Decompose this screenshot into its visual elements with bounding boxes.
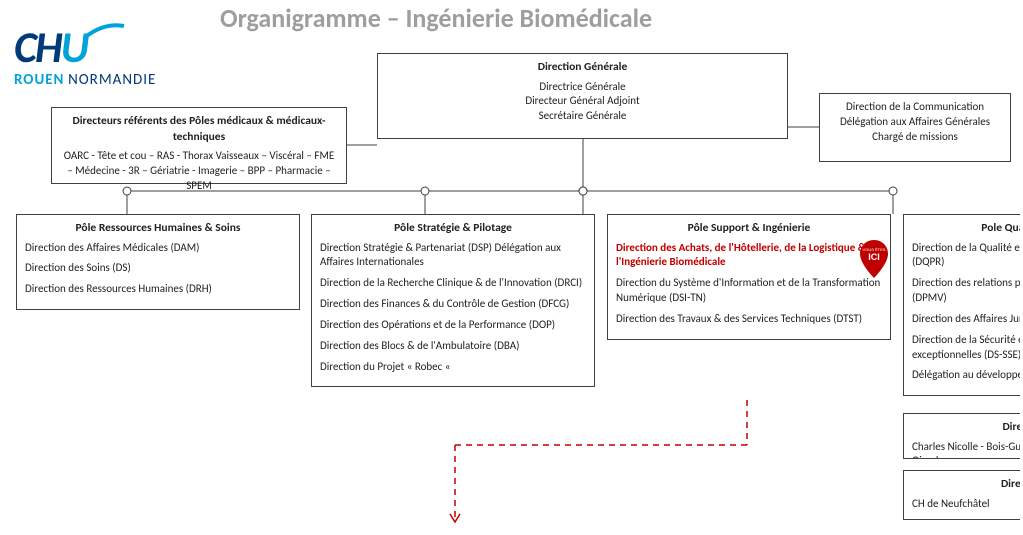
box-dg: Direction Générale Directrice GénéraleDir… xyxy=(377,53,788,139)
box-item: Direction du Système d'Information et de… xyxy=(616,276,882,306)
box-item: Direction des relations patientèle / méd… xyxy=(912,276,1020,306)
box-sites: Directions de sites Charles Nicolle - Boi… xyxy=(903,413,1020,459)
box-line: Direction de la Communication xyxy=(828,100,1002,115)
box-header: Direction Générale xyxy=(386,60,779,76)
you-are-here-pin: VOUS ÊTESICI xyxy=(860,240,888,283)
box-item: Direction de la Qualité et de la Prévent… xyxy=(912,241,1020,271)
box-item: Direction des Opérations et de la Perfor… xyxy=(320,318,586,333)
box-line: Secrétaire Générale xyxy=(386,109,779,124)
box-pole_rh: Pôle Ressources Humaines & Soins Directio… xyxy=(16,214,300,310)
box-line: Délégation aux Affaires Générales xyxy=(828,115,1002,130)
box-item: Direction des Ressources Humaines (DRH) xyxy=(25,282,291,297)
box-header: Directeurs référents des Pôles médicaux … xyxy=(60,114,338,145)
box-item: Direction des Soins (DS) xyxy=(25,261,291,276)
svg-text:ICI: ICI xyxy=(868,252,880,262)
box-item: Direction de la Recherche Clinique & de … xyxy=(320,276,586,291)
logo: CHUROUEN NORMANDIE xyxy=(14,20,156,89)
box-comm: Direction de la CommunicationDélégation … xyxy=(819,93,1011,162)
box-line: Charles Nicolle - Bois-Guillaume - Saint… xyxy=(912,440,1020,459)
box-line: Chargé de missions xyxy=(828,130,1002,145)
box-item: Direction des Achats, de l'Hôtellerie, d… xyxy=(616,241,882,271)
box-item: Direction des Blocs & de l'Ambulatoire (… xyxy=(320,339,586,354)
box-header: Pôle Ressources Humaines & Soins xyxy=(25,221,291,237)
box-item: CH de Neufchâtel xyxy=(912,497,1020,512)
box-item: Direction des Travaux & des Services Tec… xyxy=(616,312,882,327)
box-header: Pôle Support & Ingénierie xyxy=(616,221,882,237)
box-item: Direction des Finances & du Contrôle de … xyxy=(320,297,586,312)
box-line: Directrice Générale xyxy=(386,80,779,95)
box-header: Pole Qualité, Usagers, Sites xyxy=(912,221,1020,237)
box-line: OARC - Tête et cou – RAS - Thorax Vaisse… xyxy=(60,149,338,194)
box-deleg: Direction déléguée CH de Neufchâtel CH de … xyxy=(903,470,1020,520)
box-pole_qual: Pole Qualité, Usagers, Sites Direction de… xyxy=(903,214,1020,396)
box-line: Directeur Général Adjoint xyxy=(386,94,779,109)
box-item: Direction des Affaires Médicales (DAM) xyxy=(25,241,291,256)
box-pole_strat: Pôle Stratégie & Pilotage Direction Strat… xyxy=(311,214,595,387)
box-item: Direction de la Sécurité et des Situatio… xyxy=(912,333,1020,363)
box-item: Direction Stratégie & Partenariat (DSP) … xyxy=(320,241,586,271)
box-item: Direction des Affaires Juridiques (DAJ) xyxy=(912,312,1020,327)
box-item: Délégation au développement durable (DDD… xyxy=(912,368,1020,383)
page-title: Organigramme – Ingénierie Biomédicale xyxy=(220,2,652,34)
box-item: CH de Gournay en Bray xyxy=(912,517,1020,520)
box-header: Directions de sites xyxy=(912,420,1020,436)
box-pole_supp: Pôle Support & Ingénierie Direction des A… xyxy=(607,214,891,340)
box-header: Direction déléguée xyxy=(912,477,1020,493)
box-ref: Directeurs référents des Pôles médicaux … xyxy=(51,107,347,184)
box-header: Pôle Stratégie & Pilotage xyxy=(320,221,586,237)
box-item: Direction du Projet « Robec « xyxy=(320,360,586,375)
